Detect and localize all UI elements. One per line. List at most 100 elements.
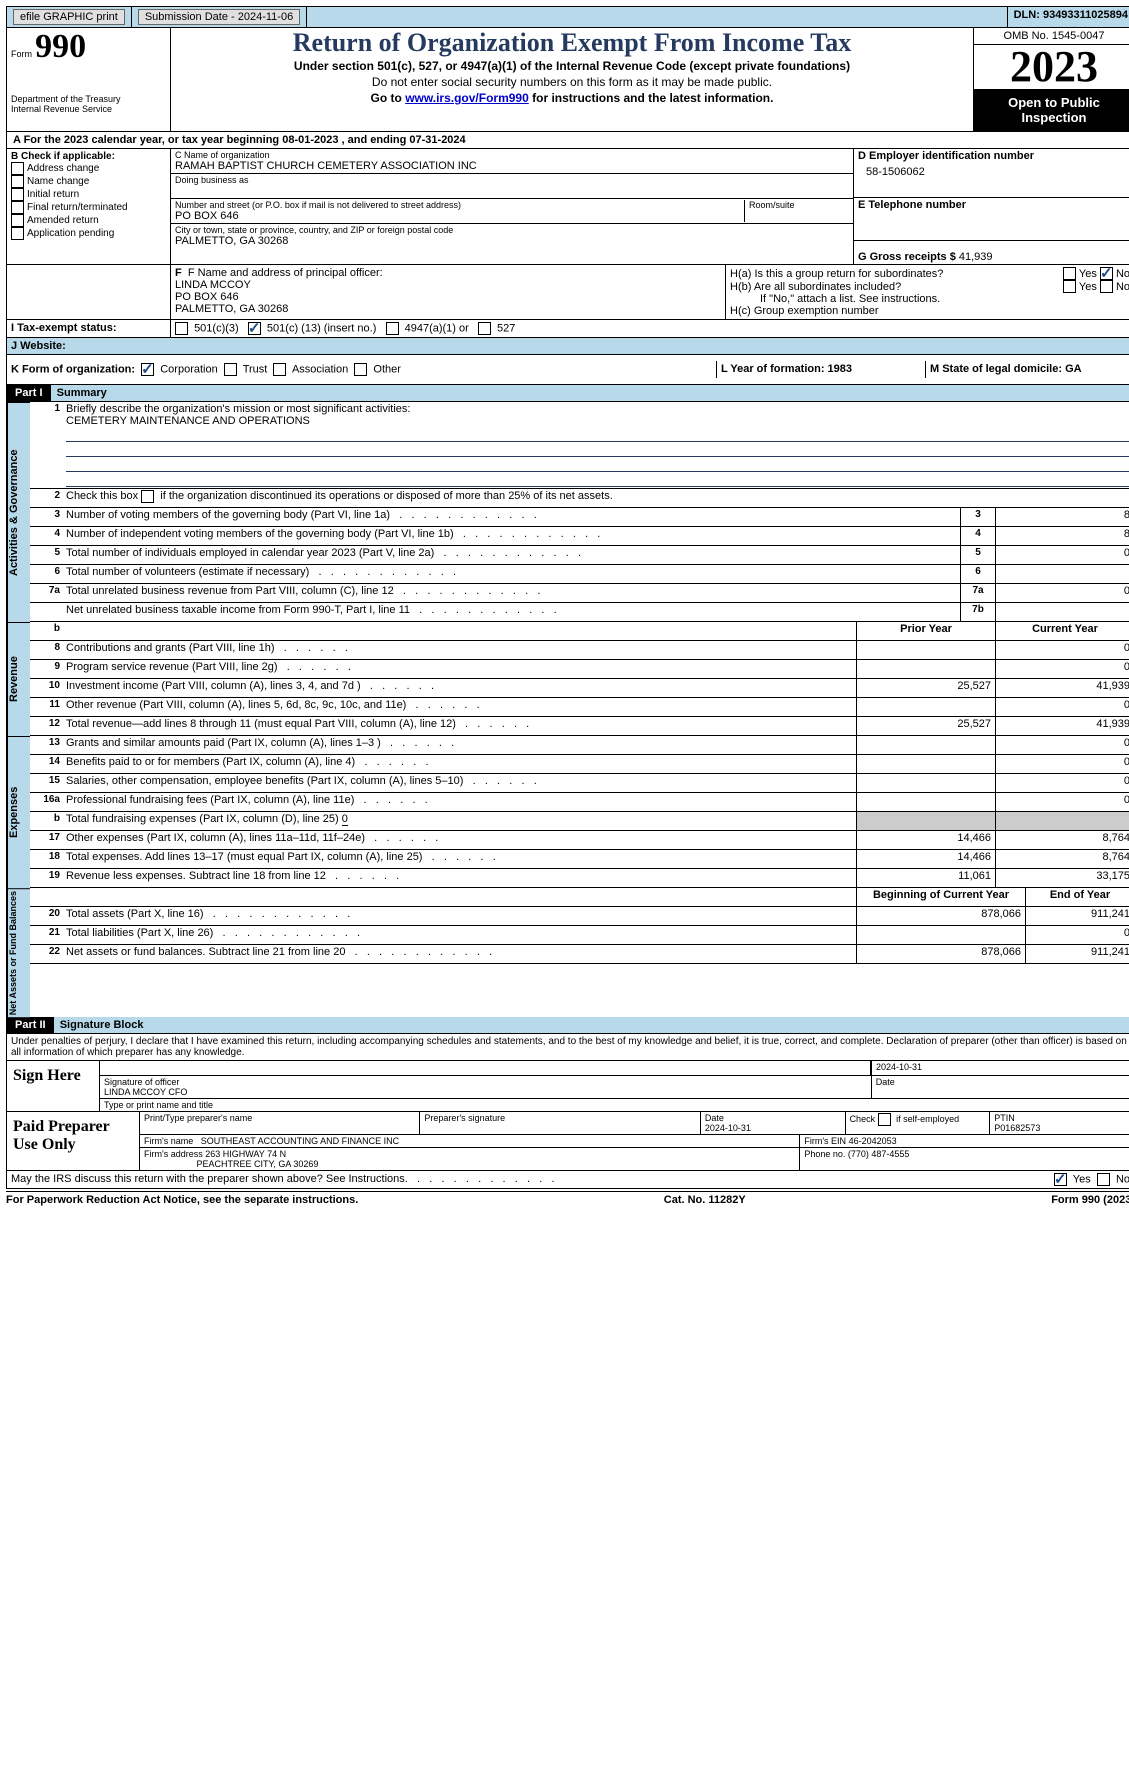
chk-address-change[interactable] <box>11 162 24 175</box>
lbl-initial-return: Initial return <box>27 189 79 200</box>
dept-line2: Internal Revenue Service <box>11 104 166 114</box>
submission-date-button[interactable]: Submission Date - 2024-11-06 <box>138 9 300 25</box>
dln-value: 93493311025894 <box>1043 9 1128 21</box>
line-ref: 7b <box>960 603 995 621</box>
lbl-527: 527 <box>497 322 515 334</box>
eoy-val: 0 <box>1025 926 1129 944</box>
goto-prefix: Go to <box>371 91 406 105</box>
prior-val <box>856 736 995 754</box>
footer-left: For Paperwork Reduction Act Notice, see … <box>6 1194 358 1206</box>
declaration-text: Under penalties of perjury, I declare th… <box>6 1034 1129 1061</box>
q2-text: Check this box if the organization disco… <box>66 490 613 502</box>
self-emp-label: Check if self-employed <box>850 1114 960 1124</box>
part2-header: Part II Signature Block <box>6 1017 1129 1034</box>
gross-label: G Gross receipts $ <box>858 251 956 263</box>
line-desc: Total assets (Part X, line 16) <box>64 907 856 925</box>
discuss-yes: Yes <box>1073 1174 1091 1186</box>
row-klm: K Form of organization: Corporation Trus… <box>6 355 1129 385</box>
j-label: J Website: <box>11 340 66 352</box>
lbl-amended-return: Amended return <box>27 215 99 226</box>
sign-here-block: Sign Here 2024-10-31 Signature of office… <box>6 1061 1129 1112</box>
irs-link[interactable]: www.irs.gov/Form990 <box>405 91 529 105</box>
tax-period-row: A For the 2023 calendar year, or tax yea… <box>6 132 1129 149</box>
header-block-fh: F F Name and address of principal office… <box>6 265 1129 320</box>
chk-ha-no[interactable] <box>1100 267 1113 280</box>
chk-amended-return[interactable] <box>11 214 24 227</box>
ptin-value: P01682573 <box>994 1123 1040 1133</box>
current-val: 0 <box>995 774 1129 792</box>
eoy-val: 911,241 <box>1025 907 1129 925</box>
chk-hb-no[interactable] <box>1100 280 1113 293</box>
chk-527[interactable] <box>478 322 491 335</box>
line-desc: Total unrelated business revenue from Pa… <box>64 584 960 602</box>
chk-other[interactable] <box>354 363 367 376</box>
hdr-current: Current Year <box>995 622 1129 640</box>
dba-label: Doing business as <box>175 175 849 185</box>
efile-print-button[interactable]: efile GRAPHIC print <box>13 9 125 25</box>
lbl-app-pending: Application pending <box>27 228 114 239</box>
form-title: Return of Organization Exempt From Incom… <box>171 28 973 58</box>
hb-note: If "No," attach a list. See instructions… <box>730 293 1129 305</box>
date-label: Date <box>872 1076 1129 1098</box>
chk-4947[interactable] <box>386 322 399 335</box>
chk-hb-yes[interactable] <box>1063 280 1076 293</box>
lbl-yes: Yes <box>1079 268 1097 280</box>
chk-self-employed[interactable] <box>878 1113 891 1126</box>
form-label: Form <box>11 49 32 59</box>
chk-discuss-yes[interactable] <box>1054 1173 1067 1186</box>
current-val: 0 <box>995 736 1129 754</box>
chk-name-change[interactable] <box>11 175 24 188</box>
line-num <box>30 603 64 621</box>
prior-val: 14,466 <box>856 850 995 868</box>
lbl-no2: No <box>1116 281 1129 293</box>
officer-label: F F Name and address of principal office… <box>175 267 721 279</box>
period-end: 07-31-2024 <box>409 134 465 146</box>
prior-val <box>856 793 995 811</box>
chk-discontinued[interactable] <box>141 490 154 503</box>
line-ref: 7a <box>960 584 995 602</box>
line-val: 0 <box>995 546 1129 564</box>
chk-assoc[interactable] <box>273 363 286 376</box>
prior-val: 11,061 <box>856 869 995 887</box>
chk-app-pending[interactable] <box>11 227 24 240</box>
chk-trust[interactable] <box>224 363 237 376</box>
line-desc: Net assets or fund balances. Subtract li… <box>64 945 856 963</box>
form-header: Form 990 Department of the Treasury Inte… <box>6 28 1129 132</box>
ha-label: H(a) Is this a group return for subordin… <box>730 268 943 280</box>
top-bar: efile GRAPHIC print Submission Date - 20… <box>6 6 1129 28</box>
lbl-501c3: 501(c)(3) <box>194 322 239 334</box>
prior-val <box>856 641 995 659</box>
line-desc: Other expenses (Part IX, column (A), lin… <box>64 831 856 849</box>
prior-val <box>856 755 995 773</box>
phone-label: E Telephone number <box>858 199 1129 211</box>
line-desc: Total number of volunteers (estimate if … <box>64 565 960 583</box>
line-val: 0 <box>995 584 1129 602</box>
chk-discuss-no[interactable] <box>1097 1173 1110 1186</box>
officer-addr: PO BOX 646 <box>175 291 721 303</box>
hc-label: H(c) Group exemption number <box>730 305 1129 317</box>
line-desc: Net unrelated business taxable income fr… <box>64 603 960 621</box>
hdr-b: b <box>30 622 64 640</box>
line-num: 22 <box>30 945 64 963</box>
subtitle-2: Do not enter social security numbers on … <box>171 74 973 90</box>
chk-ha-yes[interactable] <box>1063 267 1076 280</box>
chk-501c3[interactable] <box>175 322 188 335</box>
firm-name-label: Firm's name <box>144 1136 193 1146</box>
section-net-assets: Net Assets or Fund Balances Beginning of… <box>6 888 1129 1017</box>
row-i: I Tax-exempt status: 501(c)(3) 501(c) (1… <box>6 320 1129 338</box>
part2-title: Signature Block <box>60 1019 144 1031</box>
current-val: 0 <box>995 660 1129 678</box>
chk-501c[interactable] <box>248 322 261 335</box>
hb-label: H(b) Are all subordinates included? <box>730 281 901 293</box>
chk-corp[interactable] <box>141 363 154 376</box>
dln-label: DLN: <box>1014 9 1040 21</box>
firm-ein: 46-2042053 <box>849 1136 897 1146</box>
lbl-501c-no: 13 <box>305 322 317 334</box>
current-val: 8,764 <box>995 850 1129 868</box>
line-desc: Program service revenue (Part VIII, line… <box>64 660 856 678</box>
chk-final-return[interactable] <box>11 201 24 214</box>
chk-initial-return[interactable] <box>11 188 24 201</box>
org-city: PALMETTO, GA 30268 <box>175 235 849 247</box>
prep-name-label: Print/Type preparer's name <box>140 1112 420 1134</box>
sign-here-label: Sign Here <box>7 1061 100 1111</box>
